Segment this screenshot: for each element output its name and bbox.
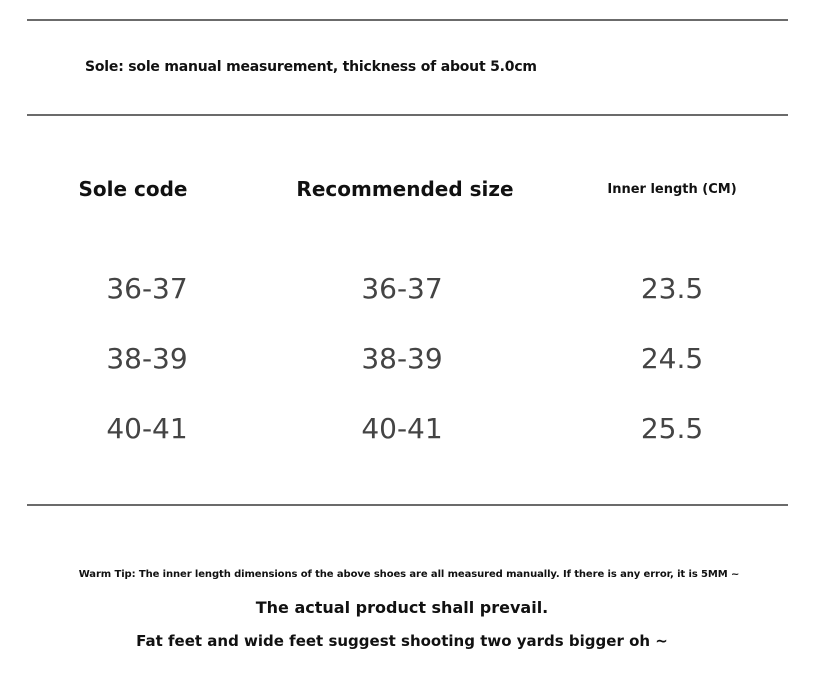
cell-recommended-size: 40-41 [361, 412, 443, 445]
cell-inner-length: 24.5 [640, 342, 704, 375]
sole-measurement-note: Sole: sole manual measurement, thickness… [85, 59, 537, 75]
cell-sole-code: 38-39 [106, 342, 188, 375]
product-prevail-note: The actual product shall prevail. [255, 598, 549, 617]
cell-sole-code: 40-41 [106, 412, 188, 445]
header-inner-length: Inner length (CM) [607, 182, 737, 197]
header-recommended-size: Recommended size [296, 177, 514, 201]
footer-divider [27, 504, 788, 506]
header-divider [27, 114, 788, 116]
cell-recommended-size: 36-37 [361, 272, 443, 305]
wide-feet-suggestion: Fat feet and wide feet suggest shooting … [136, 632, 668, 650]
cell-sole-code: 36-37 [106, 272, 188, 305]
cell-inner-length: 25.5 [640, 412, 704, 445]
top-divider [27, 19, 788, 21]
cell-recommended-size: 38-39 [361, 342, 443, 375]
header-sole-code: Sole code [78, 177, 188, 201]
warm-tip-text: Warm Tip: The inner length dimensions of… [78, 569, 740, 580]
cell-inner-length: 23.5 [640, 272, 704, 305]
